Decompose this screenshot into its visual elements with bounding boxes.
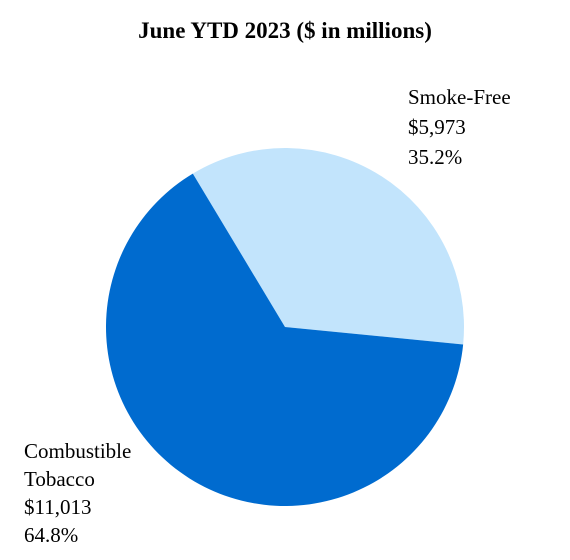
pie-slices <box>106 148 465 507</box>
pie-slice-combustible-tobacco <box>106 173 464 507</box>
slice-percent-combustible-tobacco: 64.8% <box>24 523 78 547</box>
slice-value-smoke-free: $5,973 <box>408 115 466 139</box>
slice-label-smoke-free: Smoke-Free $5,973 35.2% <box>408 85 511 169</box>
slice-name-smoke-free: Smoke-Free <box>408 85 511 109</box>
pie-slice-smoke-free <box>192 148 465 345</box>
slice-name-line1-combustible-tobacco: Combustible <box>24 439 131 463</box>
slice-name-line2-combustible-tobacco: Tobacco <box>24 467 95 491</box>
slice-label-combustible-tobacco: Combustible Tobacco $11,013 64.8% <box>24 439 131 547</box>
slice-percent-smoke-free: 35.2% <box>408 145 462 169</box>
chart-title: June YTD 2023 ($ in millions) <box>138 18 432 43</box>
slice-value-combustible-tobacco: $11,013 <box>24 495 91 519</box>
